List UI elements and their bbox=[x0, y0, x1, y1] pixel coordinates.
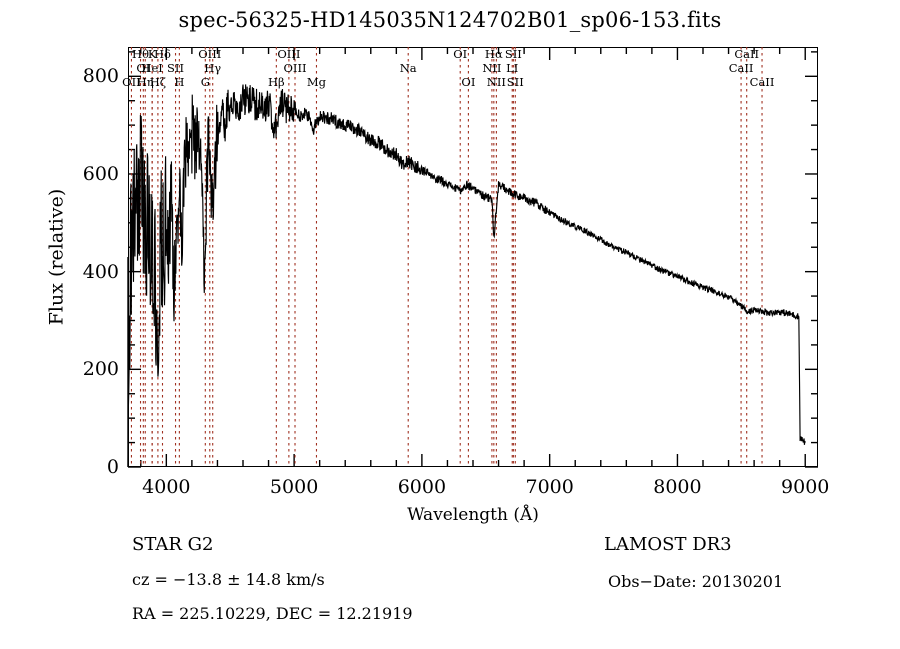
y-tick-label-1: 200 bbox=[82, 358, 119, 381]
x-tick-label-3: 7000 bbox=[525, 476, 574, 498]
line-label-H-11: Hγ bbox=[204, 61, 222, 75]
obs-date-label: Obs−Date: 20130201 bbox=[608, 572, 784, 591]
line-label-OIII-14: OIII bbox=[283, 61, 307, 75]
line-label-K-4: K bbox=[147, 47, 157, 61]
x-tick-label-2: 6000 bbox=[397, 476, 447, 498]
line-label-H-1: Hθ bbox=[132, 47, 149, 61]
x-tick-label-0: 4000 bbox=[142, 476, 191, 498]
line-label-H-3: Hη bbox=[136, 75, 154, 89]
line-label-SII-8: SII bbox=[167, 61, 185, 75]
x-tick-label-5: 9000 bbox=[781, 476, 830, 498]
line-label-H-7: Hδ bbox=[154, 47, 171, 61]
x-tick-label-4: 8000 bbox=[653, 476, 702, 498]
line-label-Mg-16: Mg bbox=[306, 75, 327, 89]
x-tick-label-1: 5000 bbox=[269, 476, 319, 498]
line-label-NII-21: NII bbox=[482, 61, 502, 75]
line-label-OI-18: OI bbox=[453, 47, 468, 61]
line-label-OI-2: OI bbox=[136, 61, 151, 75]
line-label-CaII-28: CaII bbox=[749, 75, 775, 89]
line-label-H-6: Hζ bbox=[149, 75, 167, 89]
y-tick-label-2: 400 bbox=[82, 260, 119, 283]
line-label-SII-23: SII bbox=[504, 47, 522, 61]
y-axis-label: Flux (relative) bbox=[45, 188, 67, 326]
page-title: spec-56325-HD145035N124702B01_sp06-153.f… bbox=[178, 8, 722, 32]
line-label-Na-17: Na bbox=[399, 61, 417, 75]
coordinates-label: RA = 225.10229, DEC = 12.21919 bbox=[132, 604, 413, 623]
x-axis-label: Wavelength (Å) bbox=[407, 505, 539, 525]
spectrum-plot: 0 200 400 600 800 4000 5000 6000 7000 8000 9000 O… bbox=[83, 47, 829, 498]
line-label-OII-0: OII bbox=[122, 75, 141, 89]
line-label-G-12: G bbox=[200, 75, 210, 89]
line-label-SII-25: SII bbox=[506, 75, 524, 89]
y-tick-label-4: 800 bbox=[82, 65, 119, 88]
line-label-H-20: Hα bbox=[484, 47, 503, 61]
line-label-CaII-27: CaII bbox=[728, 61, 754, 75]
line-label-LI-24: LI bbox=[506, 61, 519, 75]
line-label-OI-19: OI bbox=[461, 75, 476, 89]
line-label-OIII-10: OIII bbox=[198, 47, 222, 61]
spectrum-canvas bbox=[127, 47, 818, 468]
redshift-velocity-label: cz = −13.8 ± 14.8 km/s bbox=[132, 570, 325, 589]
line-label-H-9: H bbox=[174, 75, 185, 89]
survey-label: LAMOST DR3 bbox=[604, 534, 732, 555]
line-label-NII-22: NII bbox=[486, 75, 506, 89]
line-label-H-15: Hβ bbox=[268, 75, 285, 89]
y-tick-label-3: 600 bbox=[82, 162, 119, 185]
line-label-OIII-13: OIII bbox=[277, 47, 301, 61]
line-label-HeI-5: HeI bbox=[141, 61, 163, 75]
line-label-CaII-26: CaII bbox=[734, 47, 760, 61]
object-class-label: STAR G2 bbox=[132, 534, 214, 555]
y-tick-label-0: 0 bbox=[106, 456, 119, 478]
